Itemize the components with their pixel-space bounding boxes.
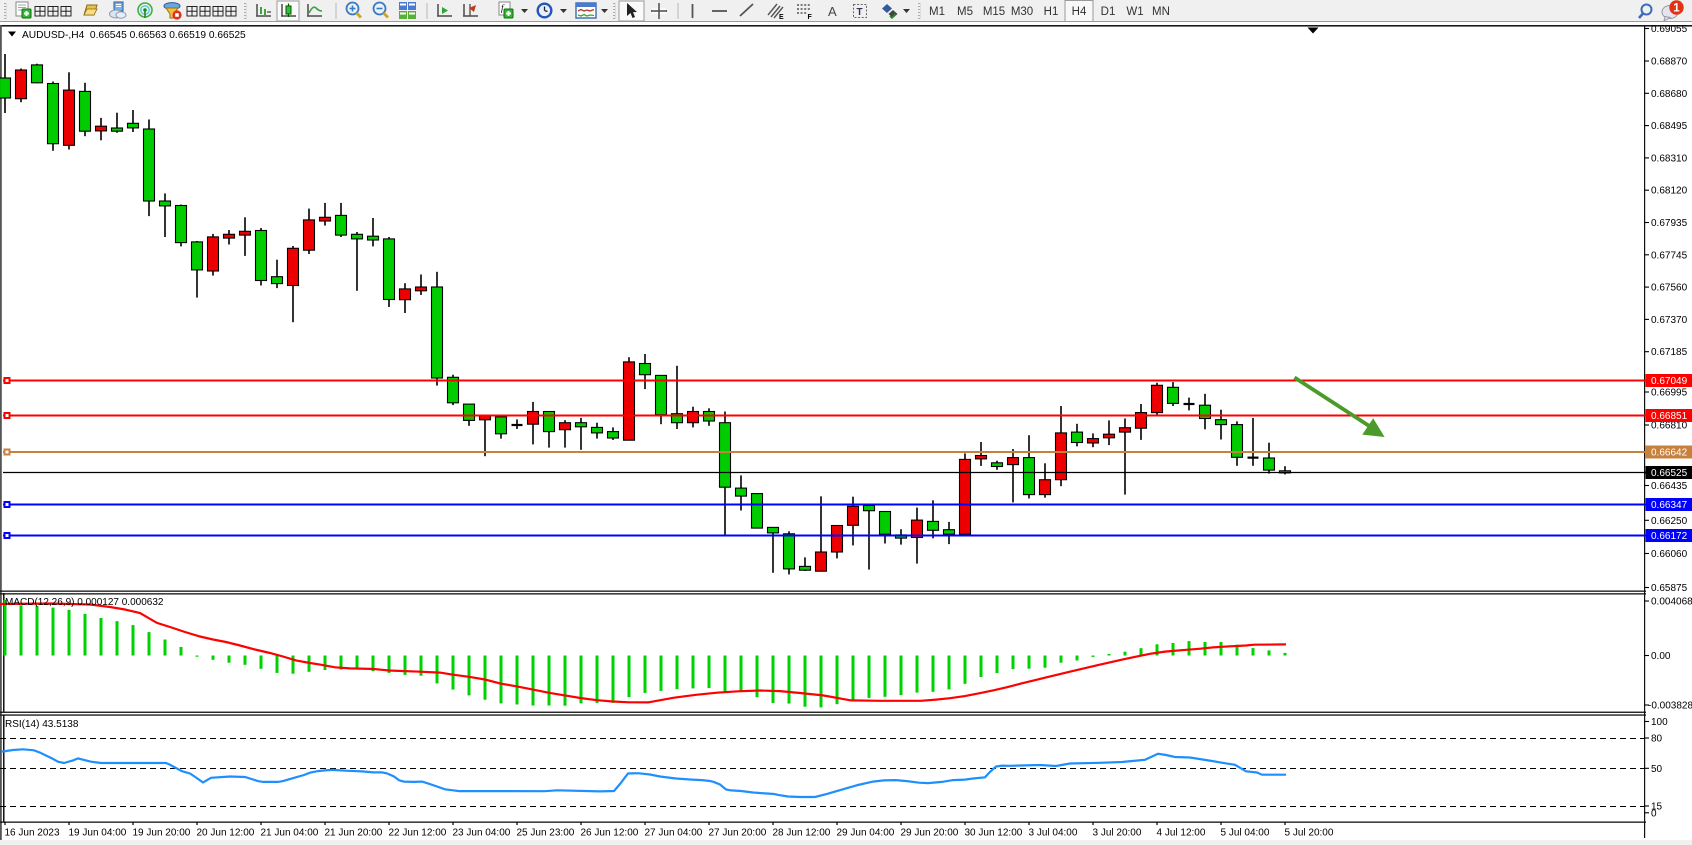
- svg-text:27 Jun 04:00: 27 Jun 04:00: [645, 828, 703, 839]
- svg-text:E: E: [779, 14, 784, 21]
- svg-text:T: T: [857, 7, 863, 18]
- svg-text:0.66172: 0.66172: [1651, 531, 1688, 542]
- svg-text:RSI(14) 43.5138: RSI(14) 43.5138: [5, 719, 79, 730]
- svg-text:26 Jun 12:00: 26 Jun 12:00: [581, 828, 639, 839]
- svg-text:3 Jul 04:00: 3 Jul 04:00: [1029, 828, 1078, 839]
- svg-text:1: 1: [1673, 3, 1680, 15]
- svg-text:MN: MN: [1152, 6, 1170, 18]
- svg-text:21 Jun 20:00: 21 Jun 20:00: [325, 828, 383, 839]
- svg-text:M1: M1: [929, 6, 945, 18]
- svg-text:80: 80: [1651, 734, 1663, 745]
- svg-text:0.004068: 0.004068: [1651, 597, 1692, 608]
- svg-text:H4: H4: [1072, 6, 1087, 18]
- svg-text:20 Jun 12:00: 20 Jun 12:00: [197, 828, 255, 839]
- svg-text:0.68310: 0.68310: [1651, 153, 1688, 164]
- svg-text:25 Jun 23:00: 25 Jun 23:00: [517, 828, 575, 839]
- svg-text:D1: D1: [1101, 6, 1116, 18]
- svg-text:M5: M5: [957, 6, 973, 18]
- svg-text:0.66435: 0.66435: [1651, 481, 1688, 492]
- svg-text:0.66525: 0.66525: [1651, 468, 1688, 479]
- svg-text:4 Jul 12:00: 4 Jul 12:00: [1157, 828, 1206, 839]
- svg-text:0.66810: 0.66810: [1651, 421, 1688, 432]
- svg-text:29 Jun 04:00: 29 Jun 04:00: [837, 828, 895, 839]
- svg-text:15: 15: [1651, 802, 1663, 813]
- svg-text:0.67370: 0.67370: [1651, 315, 1688, 326]
- svg-text:0.67049: 0.67049: [1651, 376, 1688, 387]
- svg-text:0.68120: 0.68120: [1651, 186, 1688, 197]
- svg-text:0.67935: 0.67935: [1651, 218, 1688, 229]
- svg-text:0.68870: 0.68870: [1651, 57, 1688, 68]
- svg-text:0: 0: [1651, 808, 1657, 819]
- svg-text:22 Jun 12:00: 22 Jun 12:00: [389, 828, 447, 839]
- svg-text:0.66642: 0.66642: [1651, 448, 1688, 459]
- svg-text:AUDUSD-,H4 0.66545 0.66563 0.: AUDUSD-,H4 0.66545 0.66563 0.66519 0.665…: [22, 30, 246, 41]
- svg-text:28 Jun 12:00: 28 Jun 12:00: [773, 828, 831, 839]
- svg-text:0.66250: 0.66250: [1651, 516, 1688, 527]
- svg-text:29 Jun 20:00: 29 Jun 20:00: [901, 828, 959, 839]
- svg-text:0.65875: 0.65875: [1651, 583, 1688, 594]
- svg-text:16 Jun 2023: 16 Jun 2023: [5, 828, 60, 839]
- svg-text:0.00: 0.00: [1651, 651, 1671, 662]
- svg-text:5 Jul 20:00: 5 Jul 20:00: [1285, 828, 1334, 839]
- svg-text:0.69055: 0.69055: [1651, 24, 1688, 35]
- svg-text:0.67745: 0.67745: [1651, 250, 1688, 261]
- svg-text:0.67560: 0.67560: [1651, 283, 1688, 294]
- svg-text:0.68680: 0.68680: [1651, 89, 1688, 100]
- svg-text:-0.003828: -0.003828: [1648, 701, 1692, 712]
- svg-text:0.66995: 0.66995: [1651, 388, 1688, 399]
- svg-text:100: 100: [1651, 717, 1668, 728]
- svg-text:f: f: [501, 3, 505, 13]
- svg-text:A: A: [828, 4, 837, 19]
- svg-text:5 Jul 04:00: 5 Jul 04:00: [1221, 828, 1270, 839]
- svg-text:MACD(12,26,9) 0.000127 0.00063: MACD(12,26,9) 0.000127 0.000632: [5, 597, 164, 608]
- svg-text:0.68495: 0.68495: [1651, 121, 1688, 132]
- svg-text:21 Jun 04:00: 21 Jun 04:00: [261, 828, 319, 839]
- svg-text:30 Jun 12:00: 30 Jun 12:00: [965, 828, 1023, 839]
- svg-text:23 Jun 04:00: 23 Jun 04:00: [453, 828, 511, 839]
- svg-text:3 Jul 20:00: 3 Jul 20:00: [1093, 828, 1142, 839]
- svg-text:M15: M15: [983, 6, 1005, 18]
- svg-text:0.66851: 0.66851: [1651, 411, 1688, 422]
- svg-text:0.66347: 0.66347: [1651, 500, 1688, 511]
- svg-text:19 Jun 04:00: 19 Jun 04:00: [69, 828, 127, 839]
- svg-text:27 Jun 20:00: 27 Jun 20:00: [709, 828, 767, 839]
- svg-text:0.67185: 0.67185: [1651, 347, 1688, 358]
- svg-text:H1: H1: [1044, 6, 1059, 18]
- svg-text:50: 50: [1651, 764, 1663, 775]
- svg-text:0.66060: 0.66060: [1651, 549, 1688, 560]
- svg-text:M30: M30: [1011, 6, 1033, 18]
- svg-text:W1: W1: [1126, 6, 1143, 18]
- svg-text:F: F: [808, 14, 813, 21]
- svg-text:19 Jun 20:00: 19 Jun 20:00: [133, 828, 191, 839]
